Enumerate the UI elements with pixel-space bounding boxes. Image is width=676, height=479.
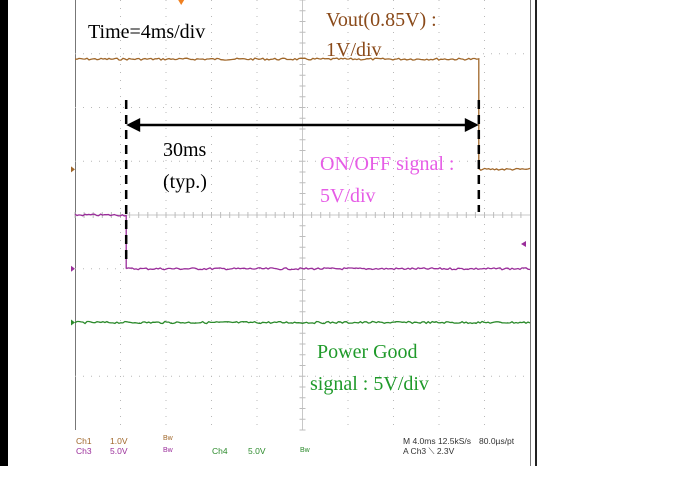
status-ch4-bw: Bw xyxy=(300,447,310,454)
status-ch1-scale: 1.0V xyxy=(110,436,128,446)
interval-arrow-left-head xyxy=(126,118,141,132)
trigger-position-marker xyxy=(178,0,185,5)
pg-label-line1: Power Good xyxy=(317,341,418,363)
interval-label-line2: (typ.) xyxy=(163,171,207,193)
timebase-label: Time=4ms/div xyxy=(88,21,206,43)
plot-right-edge xyxy=(530,0,531,466)
status-timebase: M 4.0ms 12.5kS/s xyxy=(403,436,472,446)
trace-ch4 xyxy=(74,320,531,325)
onoff-label-line2: 5V/div xyxy=(320,185,376,207)
trace-ch1 xyxy=(74,57,531,171)
vout-label-line2: 1V/div xyxy=(326,39,382,61)
status-resolution: 80.0µs/pt xyxy=(479,436,515,446)
trace-ch3 xyxy=(74,213,531,271)
interval-arrow-right-head xyxy=(464,118,479,132)
right-border xyxy=(535,0,537,466)
status-ch1: Ch1 xyxy=(76,436,92,446)
left-border xyxy=(0,0,8,466)
onoff-label-line1: ON/OFF signal : xyxy=(320,153,455,175)
status-ch4: Ch4 xyxy=(212,446,228,456)
vout-label-line1: Vout(0.85V) : xyxy=(326,9,437,31)
level-marker-ch4 xyxy=(71,319,75,326)
level-marker-ch1 xyxy=(71,166,75,173)
pg-label-line2: signal : 5V/div xyxy=(310,373,429,395)
status-ch4-scale: 5.0V xyxy=(248,446,266,456)
status-ch1-bw: Bw xyxy=(163,435,173,442)
trigger-level-marker xyxy=(521,241,526,247)
level-marker-ch3 xyxy=(71,265,75,272)
status-ch3-bw: Bw xyxy=(163,447,173,454)
status-ch3-scale: 5.0V xyxy=(110,446,128,456)
interval-label-line1: 30ms xyxy=(163,139,207,161)
status-trigger: A Ch3 ⟍ 2.3V xyxy=(403,446,455,456)
status-ch3: Ch3 xyxy=(76,446,92,456)
